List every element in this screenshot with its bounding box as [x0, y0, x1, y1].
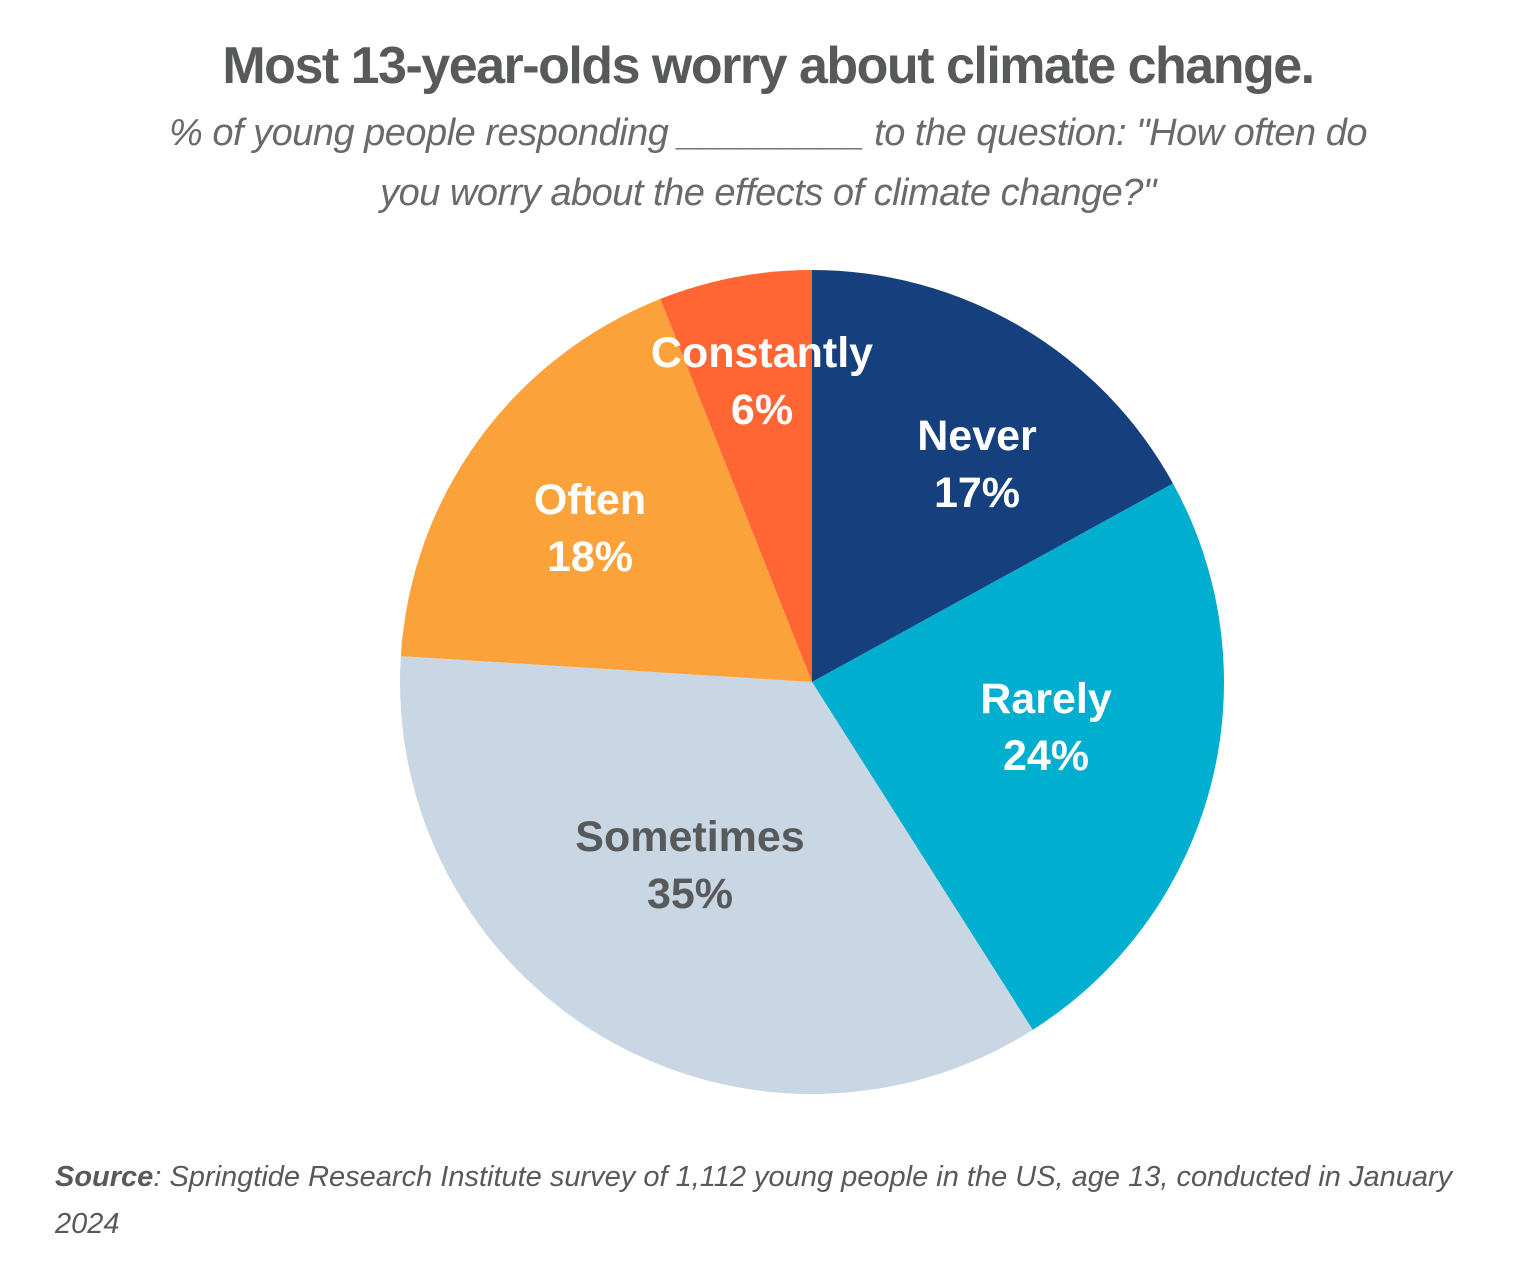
pie-label-never: Never 17% [917, 412, 1037, 517]
pie-label-often: Often 18% [534, 476, 646, 581]
pie-slice-never [812, 270, 1174, 682]
pie-slice-sometimes [399, 656, 1033, 1094]
source-note: Source: Springtide Research Institute su… [55, 1154, 1455, 1248]
pie-label-rarely: Rarely 24% [980, 675, 1112, 780]
pie-slice-constantly [660, 269, 812, 682]
source-label: Source [55, 1161, 154, 1193]
pie-label-constantly: Constantly 6% [651, 329, 873, 434]
pie-slice-often [400, 298, 812, 682]
pie-label-sometimes: Sometimes 35% [575, 813, 804, 918]
source-text: : Springtide Research Institute survey o… [55, 1161, 1453, 1240]
chart-title: Most 13-year-olds worry about climate ch… [222, 37, 1315, 95]
pie-slice-rarely [812, 483, 1224, 1030]
chart-subtitle: % of young people responding _________ t… [168, 112, 1368, 214]
